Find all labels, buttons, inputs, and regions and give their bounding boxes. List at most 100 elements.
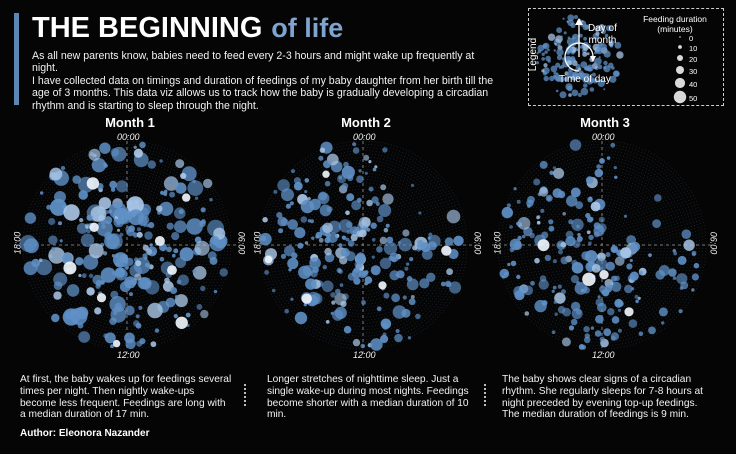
feeding-dot xyxy=(81,273,87,279)
feeding-dot xyxy=(156,205,163,212)
feeding-dot xyxy=(376,306,382,312)
feeding-dot xyxy=(345,251,356,262)
feeding-dot xyxy=(264,270,269,275)
feeding-dot xyxy=(75,257,84,266)
feeding-dot xyxy=(521,234,526,239)
feeding-dot xyxy=(676,273,688,285)
feeding-dot xyxy=(596,164,602,170)
feeding-dot xyxy=(554,292,566,304)
feeding-dot xyxy=(78,331,91,343)
day-ring xyxy=(545,188,659,302)
feeding-dot xyxy=(311,236,315,240)
feeding-dot-long xyxy=(301,293,312,304)
legend-dot xyxy=(547,33,556,41)
feeding-dot xyxy=(364,171,368,175)
feeding-dot-long xyxy=(624,307,634,317)
legend-dot xyxy=(598,24,605,31)
feeding-dot xyxy=(136,227,142,232)
feeding-dot xyxy=(79,218,84,223)
legend-dot xyxy=(547,48,550,52)
legend-graphic xyxy=(535,14,687,104)
feeding-dot xyxy=(552,166,557,170)
feeding-dot xyxy=(111,146,127,162)
legend-dot xyxy=(608,42,613,47)
feeding-dot xyxy=(599,285,607,294)
feeding-dot xyxy=(109,180,118,189)
legend-dot xyxy=(586,73,590,77)
legend-dot xyxy=(542,71,547,76)
feeding-dot xyxy=(124,332,135,344)
feeding-dot xyxy=(538,279,549,290)
month-2-hour-00: 00:00 xyxy=(353,132,376,142)
feeding-dot xyxy=(31,258,40,268)
feeding-dot xyxy=(169,191,176,198)
legend-dot xyxy=(562,17,565,20)
caption-month-1: At first, the baby wakes up for feedings… xyxy=(20,374,232,421)
feeding-dot xyxy=(358,229,367,238)
feeding-dot xyxy=(300,199,315,214)
feeding-dot xyxy=(577,233,581,237)
feeding-dot xyxy=(169,179,174,184)
feeding-dot xyxy=(533,178,541,186)
feeding-dot xyxy=(356,252,366,262)
month-2-title: Month 2 xyxy=(341,115,391,130)
legend-dot xyxy=(584,24,590,30)
feeding-dot xyxy=(59,239,63,243)
feeding-dot xyxy=(368,160,372,164)
feeding-dot xyxy=(98,197,112,210)
feeding-dot xyxy=(410,295,415,299)
legend-dot xyxy=(555,62,561,68)
feeding-dot xyxy=(568,325,575,331)
feeding-dot xyxy=(294,311,308,325)
day-ring xyxy=(293,175,433,315)
feeding-dot xyxy=(135,260,142,267)
legend-size-40: 40 xyxy=(689,80,698,89)
feeding-dot xyxy=(551,289,555,293)
feeding-dot xyxy=(407,336,412,340)
feeding-dot xyxy=(398,237,412,252)
feeding-dot-long xyxy=(322,170,330,178)
feeding-dot xyxy=(356,175,364,183)
feeding-dot xyxy=(385,223,390,228)
feeding-dot xyxy=(346,193,355,202)
feeding-dot xyxy=(310,219,314,224)
legend-dot xyxy=(612,70,620,77)
intro-paragraph-2: I have collected data on timings and dur… xyxy=(32,74,494,112)
legend-size-10: 10 xyxy=(689,44,698,53)
feeding-dot xyxy=(440,281,446,287)
feeding-dot xyxy=(617,328,622,333)
feeding-dot xyxy=(613,166,617,170)
day-ring xyxy=(64,182,190,308)
feeding-dot xyxy=(379,257,392,270)
feeding-dot xyxy=(415,313,421,320)
feeding-dot xyxy=(363,154,370,161)
feeding-dot xyxy=(557,284,562,289)
legend-dot xyxy=(580,87,589,96)
feeding-dot xyxy=(145,263,150,268)
legend-dot xyxy=(559,91,567,99)
feeding-dot xyxy=(148,222,155,229)
feeding-dot xyxy=(570,318,578,326)
feeding-dot xyxy=(114,267,126,278)
feeding-dot xyxy=(553,300,557,304)
feeding-dot xyxy=(538,187,549,197)
feeding-dot xyxy=(185,312,191,318)
feeding-dot xyxy=(138,214,150,226)
feeding-dot xyxy=(523,285,533,296)
feeding-dot xyxy=(324,180,331,187)
feeding-dot xyxy=(617,308,622,312)
feeding-dot xyxy=(200,285,206,292)
feeding-dot xyxy=(605,261,616,271)
feeding-dot xyxy=(680,281,689,290)
feeding-dot xyxy=(576,224,580,229)
feeding-dot-long xyxy=(537,239,550,252)
legend-dot xyxy=(568,93,572,97)
feeding-dot xyxy=(259,232,272,246)
month-1-title: Month 1 xyxy=(105,115,155,130)
feeding-dot xyxy=(330,311,334,315)
feeding-dot xyxy=(409,257,414,262)
feeding-dot xyxy=(536,220,541,225)
feeding-dot xyxy=(352,147,360,154)
legend-dot xyxy=(581,20,584,23)
